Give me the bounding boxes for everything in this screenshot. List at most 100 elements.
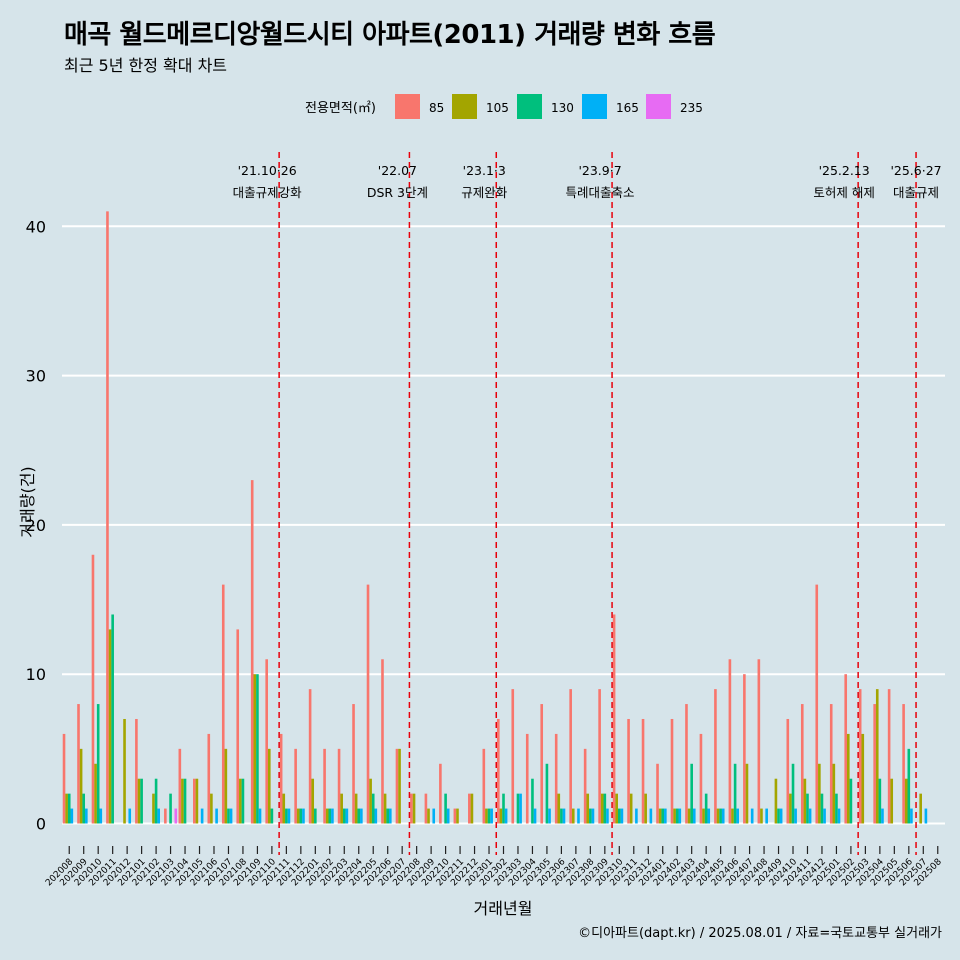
bar-85-202302 <box>496 718 500 824</box>
bar-165-202409 <box>779 808 783 824</box>
bar-85-202309 <box>598 689 601 824</box>
bar-130-202008 <box>67 793 71 824</box>
bar-130-202404 <box>704 793 708 824</box>
bar-105-202107 <box>224 748 228 824</box>
bar-105-202009 <box>79 748 83 824</box>
bar-165-202504 <box>881 808 884 824</box>
bar-130-202410 <box>791 763 795 824</box>
bar-130-202310 <box>618 808 621 824</box>
bar-130-202111 <box>285 808 288 824</box>
bar-165-202206 <box>389 808 392 824</box>
event-date-label: '23.9·7 <box>578 163 621 178</box>
bar-105-202106 <box>210 793 213 824</box>
bar-105-202402 <box>673 808 676 824</box>
bar-85-202105 <box>193 778 196 824</box>
bar-105-202201 <box>311 778 315 824</box>
bar-85-202502 <box>844 674 848 824</box>
bar-130-202103 <box>169 793 172 824</box>
bar-165-202507 <box>924 808 928 824</box>
chart-subtitle: 최근 5년 한정 확대 차트 <box>64 56 228 75</box>
bar-165-202305 <box>548 808 551 824</box>
bar-85-202204 <box>352 704 355 824</box>
bar-165-202406 <box>736 808 740 824</box>
y-tick-label: 40 <box>26 217 46 236</box>
bar-105-202109 <box>253 674 257 824</box>
bar-105-202102 <box>152 793 155 824</box>
bar-165-202412 <box>823 808 826 824</box>
y-tick-label: 20 <box>26 516 46 535</box>
bar-105-202503 <box>861 733 865 824</box>
bar-130-202011 <box>111 614 114 824</box>
event-label: 특례대출축소 <box>566 185 635 200</box>
bar-85-202212 <box>468 793 471 824</box>
bar-130-202205 <box>371 793 375 824</box>
bar-130-202202 <box>328 808 332 824</box>
event-label: 대출규제 <box>893 185 939 200</box>
bar-130-202403 <box>690 763 693 824</box>
bar-130-202308 <box>589 808 592 824</box>
bar-85-202301 <box>482 748 486 824</box>
bar-105-202111 <box>282 793 286 824</box>
bar-165-202102 <box>157 808 160 824</box>
bar-165-202109 <box>258 808 262 824</box>
bar-85-202112 <box>294 748 297 824</box>
bar-130-202107 <box>227 808 230 824</box>
bar-85-202008 <box>62 733 66 824</box>
bar-165-202312 <box>649 808 653 824</box>
bar-85-202207 <box>395 748 399 824</box>
legend-swatch-235 <box>646 94 671 119</box>
bar-165-202105 <box>200 808 204 824</box>
bar-105-202403 <box>687 808 691 824</box>
chart-caption: ©디아파트(dapt.kr) / 2025.08.01 / 자료=국토교통부 실… <box>578 926 942 941</box>
bar-85-202110 <box>265 659 268 824</box>
bar-130-202301 <box>487 808 491 824</box>
bar-130-202110 <box>270 808 274 824</box>
bar-105-202012 <box>123 718 126 824</box>
bar-85-202405 <box>714 689 717 824</box>
bar-130-202309 <box>603 793 607 824</box>
bar-165-202405 <box>721 808 725 824</box>
bar-105-202408 <box>760 808 763 824</box>
bar-130-202406 <box>733 763 737 824</box>
bar-85-202201 <box>308 689 312 824</box>
bar-105-202205 <box>369 778 372 824</box>
bar-130-202210 <box>444 793 447 824</box>
legend-title: 전용면적(㎡) <box>305 101 376 116</box>
bar-105-202301 <box>485 808 488 824</box>
y-tick-label: 30 <box>26 367 46 386</box>
bar-130-202411 <box>806 793 809 824</box>
legend-swatch-85 <box>395 94 420 119</box>
bar-105-202209 <box>427 808 430 824</box>
bar-165-202401 <box>664 808 667 824</box>
bar-130-202506 <box>907 748 911 824</box>
bar-85-202108 <box>236 629 240 824</box>
bar-130-202203 <box>342 808 346 824</box>
bar-130-202304 <box>531 778 534 824</box>
bar-130-202402 <box>675 808 679 824</box>
bar-105-202407 <box>745 763 749 824</box>
bar-85-202408 <box>757 659 761 824</box>
bar-105-202501 <box>832 763 836 824</box>
bar-85-202505 <box>887 689 891 824</box>
bar-105-202206 <box>383 793 387 824</box>
bar-85-202501 <box>829 704 833 824</box>
bar-105-202409 <box>774 778 778 824</box>
bar-165-202301 <box>490 808 493 824</box>
bar-165-202209 <box>432 808 436 824</box>
event-label: DSR 3단계 <box>367 185 428 200</box>
bar-105-202302 <box>499 808 503 824</box>
bar-105-202505 <box>890 778 894 824</box>
bar-105-202401 <box>658 808 662 824</box>
bar-85-202311 <box>627 718 630 824</box>
bar-165-202311 <box>635 808 638 824</box>
bar-165-202210 <box>446 808 450 824</box>
bar-85-202010 <box>91 554 95 824</box>
bar-165-202411 <box>808 808 812 824</box>
bar-130-202305 <box>545 763 549 824</box>
event-date-label: '25.2.13 <box>819 163 870 178</box>
bar-130-202102 <box>154 778 158 824</box>
bar-85-202310 <box>612 614 616 824</box>
event-date-label: '25.6·27 <box>890 163 941 178</box>
bar-130-202204 <box>357 808 361 824</box>
